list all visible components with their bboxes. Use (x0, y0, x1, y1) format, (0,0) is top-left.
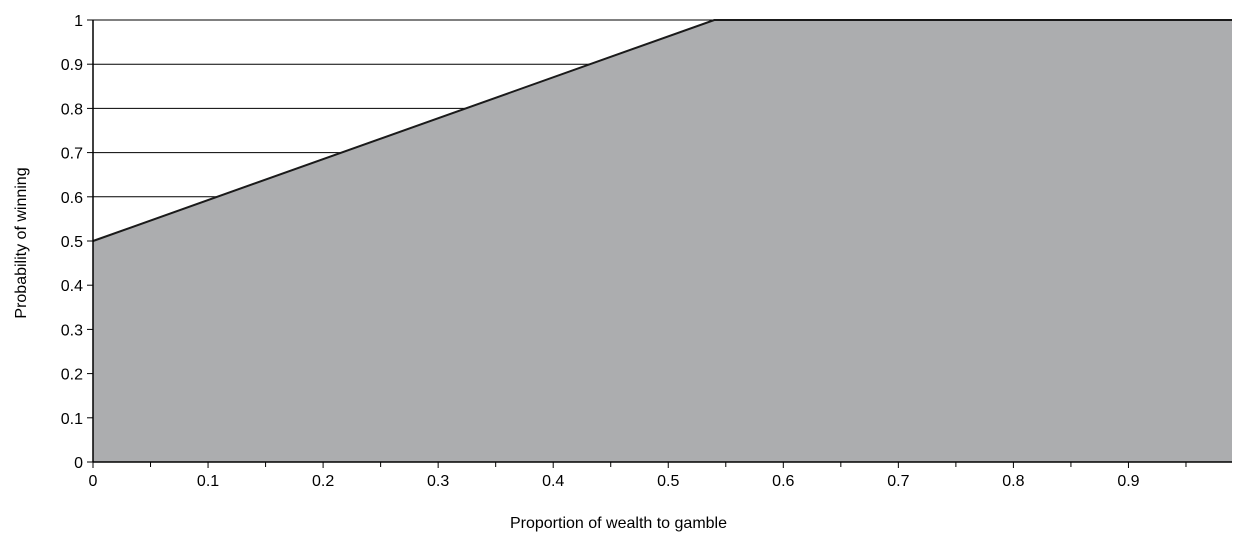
x-tick-label-7: 0.7 (887, 473, 909, 490)
y-tick-label-2: 0.2 (61, 367, 83, 384)
y-tick-label-6: 0.6 (61, 190, 83, 207)
x-tick-label-5: 0.5 (657, 473, 679, 490)
axes (87, 19, 1232, 468)
y-tick-label-8: 0.8 (61, 101, 83, 118)
x-tick-label-0: 0 (89, 473, 98, 490)
y-tick-label-3: 0.3 (61, 322, 83, 339)
series-line (92, 19, 1232, 242)
area-fill (93, 20, 1232, 462)
y-tick-label-7: 0.7 (61, 146, 83, 163)
y-tick-label-0: 0 (74, 455, 83, 472)
y-tick-label-10: 1 (74, 13, 83, 30)
x-tick-label-8: 0.8 (1002, 473, 1024, 490)
y-axis-title: Probability of winning (13, 167, 30, 318)
x-tick-label-1: 0.1 (197, 473, 219, 490)
x-tick-label-2: 0.2 (312, 473, 334, 490)
y-tick-label-1: 0.1 (61, 411, 83, 428)
x-tick-label-6: 0.6 (772, 473, 794, 490)
x-tick-label-9: 0.9 (1117, 473, 1139, 490)
y-tick-label-5: 0.5 (61, 234, 83, 251)
y-tick-label-9: 0.9 (61, 57, 83, 74)
tick-labels: 0 0.1 0.2 0.3 0.4 0.5 0.6 0.7 0.8 0.9 1 0 0.1 0.2 0.3 0… (61, 13, 1140, 490)
plot-area (92, 19, 1232, 462)
y-tick-label-4: 0.4 (61, 278, 83, 295)
x-tick-label-3: 0.3 (427, 473, 449, 490)
x-tick-label-4: 0.4 (542, 473, 564, 490)
x-axis-title: Proportion of wealth to gamble (510, 515, 727, 532)
